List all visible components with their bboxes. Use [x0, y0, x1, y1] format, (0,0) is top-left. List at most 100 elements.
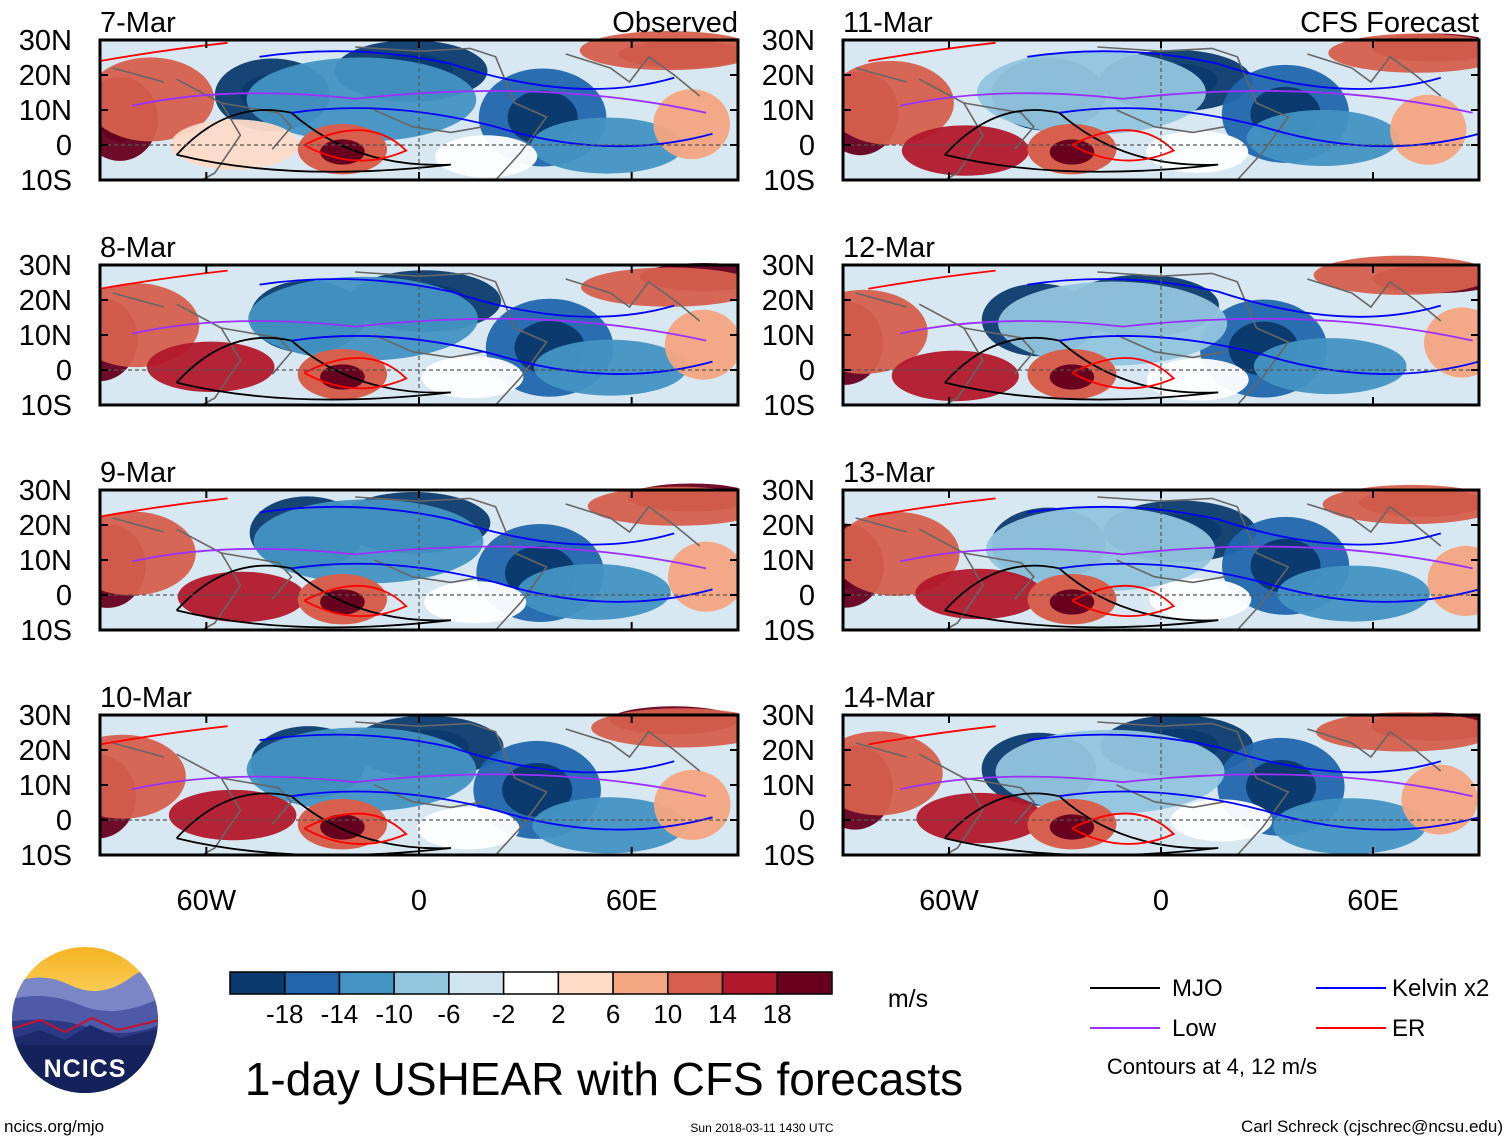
lat-tick-label: 20N	[19, 285, 72, 317]
lat-tick-label: 10S	[20, 390, 72, 422]
lat-tick-label: 10N	[19, 545, 72, 577]
lat-tick-label: 20N	[762, 510, 815, 542]
panel-date-label: 12-Mar	[843, 232, 935, 264]
lat-tick-label: 10N	[762, 545, 815, 577]
colorbar-label: -2	[492, 999, 515, 1029]
colorbar-swatch	[393, 971, 450, 995]
colorbar-swatch	[612, 971, 669, 995]
colorbar-swatch	[229, 971, 286, 995]
colorbar-swatch	[557, 971, 614, 995]
lon-tick-label: 0	[411, 885, 427, 917]
panel-source-label: CFS Forecast	[1300, 7, 1479, 39]
lat-tick-label: 30N	[19, 475, 72, 507]
lat-tick-label: 10N	[762, 320, 815, 352]
lat-tick-label: 10N	[19, 95, 72, 127]
colorbar-swatch	[667, 971, 724, 995]
lon-tick-label: 0	[1153, 885, 1169, 917]
lat-tick-label: 10S	[763, 390, 815, 422]
lon-tick-label: 60W	[919, 885, 979, 917]
lat-tick-label: 10S	[20, 840, 72, 872]
colorbar-label: 6	[606, 999, 620, 1029]
legend-label: Low	[1172, 1015, 1217, 1042]
colorbar-units: m/s	[888, 985, 928, 1013]
chart-title: 1-day USHEAR with CFS forecasts	[245, 1053, 963, 1105]
legend: MJO Kelvin x2 Low ER	[1090, 975, 1489, 1042]
lat-tick-label: 10S	[20, 615, 72, 647]
lat-tick-label: 0	[799, 580, 815, 612]
lon-tick-label: 60W	[177, 885, 237, 917]
lat-tick-label: 10S	[763, 615, 815, 647]
lat-tick-label: 10S	[763, 840, 815, 872]
logo-label: NCICS	[44, 1055, 127, 1083]
lat-tick-label: 20N	[19, 60, 72, 92]
lon-tick-label: 60E	[1347, 885, 1399, 917]
lat-tick-label: 30N	[19, 700, 72, 732]
footer-credit: Carl Schreck (cjschrec@ncsu.edu)	[1241, 1117, 1503, 1136]
footer-url[interactable]: ncics.org/mjo	[4, 1117, 104, 1136]
colorbar-label: -6	[437, 999, 460, 1029]
colorbar-label: 10	[653, 999, 682, 1029]
lat-tick-label: 30N	[762, 25, 815, 57]
colorbar-swatch	[283, 971, 341, 995]
lat-tick-label: 10N	[762, 95, 815, 127]
lat-tick-label: 10N	[19, 770, 72, 802]
lat-tick-label: 20N	[762, 735, 815, 767]
lat-tick-label: 20N	[762, 285, 815, 317]
lat-tick-label: 0	[56, 355, 72, 387]
lat-tick-label: 30N	[762, 250, 815, 282]
lat-tick-label: 20N	[762, 60, 815, 92]
lat-tick-label: 20N	[19, 735, 72, 767]
legend-label: ER	[1392, 1015, 1425, 1042]
panel-date-label: 10-Mar	[100, 682, 192, 714]
lat-tick-label: 20N	[19, 510, 72, 542]
lat-tick-label: 0	[56, 805, 72, 837]
panel-date-label: 7-Mar	[100, 7, 176, 39]
colorbar-swatch	[502, 971, 560, 995]
contour-note: Contours at 4, 12 m/s	[1107, 1054, 1317, 1079]
colorbar-label: -10	[375, 999, 413, 1029]
colorbar-swatch	[776, 971, 833, 995]
colorbar-label: 18	[763, 999, 792, 1029]
panel-source-label: Observed	[612, 7, 738, 39]
panel-date-label: 11-Mar	[843, 7, 933, 39]
legend-label: MJO	[1172, 975, 1223, 1002]
lat-tick-label: 30N	[19, 25, 72, 57]
lat-tick-label: 10N	[19, 320, 72, 352]
panel-date-label: 8-Mar	[100, 232, 176, 264]
lat-tick-label: 30N	[19, 250, 72, 282]
colorbar-label: -14	[321, 999, 359, 1029]
legend-label: Kelvin x2	[1392, 975, 1489, 1002]
colorbar-label: -18	[266, 999, 304, 1029]
lon-tick-label: 60E	[606, 885, 658, 917]
colorbar-label: 14	[708, 999, 737, 1029]
colorbar-swatch	[448, 971, 505, 995]
lat-tick-label: 0	[799, 805, 815, 837]
lat-tick-label: 0	[799, 130, 815, 162]
colorbar-swatch	[721, 971, 779, 995]
panel-date-label: 13-Mar	[843, 457, 935, 489]
colorbar-swatch	[338, 971, 395, 995]
footer-timestamp: Sun 2018-03-11 1430 UTC	[690, 1121, 834, 1135]
colorbar-label: 2	[551, 999, 565, 1029]
panel-date-label: 14-Mar	[843, 682, 935, 714]
colorbar: -18 -14 -10 -6 -2 2 6 10 14 18	[229, 971, 833, 1029]
lat-tick-label: 0	[799, 355, 815, 387]
panel-date-label: 9-Mar	[100, 457, 176, 489]
lat-tick-label: 30N	[762, 700, 815, 732]
lat-tick-label: 0	[56, 580, 72, 612]
lat-tick-label: 30N	[762, 475, 815, 507]
lat-tick-label: 10S	[763, 165, 815, 197]
lat-tick-label: 0	[56, 130, 72, 162]
lat-tick-label: 10S	[20, 165, 72, 197]
lat-tick-label: 10N	[762, 770, 815, 802]
ncics-logo: NCICS	[12, 947, 158, 1093]
